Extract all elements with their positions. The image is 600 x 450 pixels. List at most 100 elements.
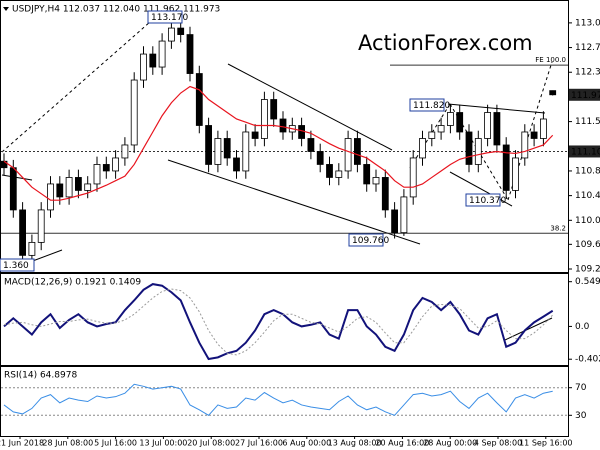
- candle-body: [326, 164, 333, 178]
- candle-body: [37, 209, 45, 243]
- y-tick-label: 112.700: [575, 43, 600, 53]
- panel-title: USDJPY,H4 112.037 112.040 111.962 111.97…: [12, 5, 220, 15]
- trend-line: [227, 63, 393, 151]
- x-tick-label: 5 Jul 16:00: [94, 439, 137, 448]
- candle-body: [186, 34, 194, 74]
- candle-body: [549, 90, 557, 96]
- candle-body: [149, 53, 157, 68]
- candle-body: [75, 177, 82, 191]
- candle-body: [205, 125, 213, 165]
- title-marker: [3, 7, 9, 11]
- x-tick-label: 13 Aug 08:00: [328, 439, 382, 448]
- candle-body: [130, 79, 138, 146]
- candle-body: [270, 99, 278, 120]
- annotation-box: [348, 233, 384, 247]
- trend-line: [449, 171, 513, 207]
- x-tick-label: 21 Jun 2018: [0, 439, 44, 448]
- panel-title: MACD(12,26,9) 0.1921 0.1409: [4, 278, 141, 288]
- candle-body: [195, 73, 203, 126]
- candle-body: [530, 131, 538, 139]
- candle-body: [28, 241, 36, 256]
- y-tick-label: 0.0: [575, 322, 590, 332]
- x-tick-label: 11 Sep 16:00: [519, 439, 572, 448]
- candle-body: [372, 177, 380, 185]
- annotation-box: [147, 10, 183, 24]
- x-tick-label: 28 Aug 00:00: [423, 439, 477, 448]
- candle-body: [353, 138, 361, 165]
- candle-body: [437, 125, 445, 133]
- candle-body: [102, 164, 110, 172]
- candle-body: [335, 170, 343, 178]
- y-tick-label: 112.320: [575, 68, 600, 78]
- trend-line: [1, 174, 33, 181]
- price-marker: [569, 88, 600, 101]
- candle-body: [84, 183, 92, 191]
- candle-body: [540, 118, 547, 139]
- y-tick-label: 110.040: [575, 216, 600, 226]
- candle-body: [167, 27, 175, 42]
- candle-body: [19, 209, 27, 256]
- trend-line: [167, 159, 421, 245]
- candle-body: [400, 196, 408, 234]
- macd-panel: [0, 273, 569, 366]
- candle-body: [456, 112, 464, 133]
- candle-body: [177, 27, 185, 35]
- candle-body: [9, 167, 17, 211]
- candle-body: [93, 164, 101, 185]
- x-tick-label: 27 Jul 16:00: [235, 439, 283, 448]
- candle-body: [484, 112, 492, 139]
- candle-body: [233, 157, 240, 172]
- series-line: [3, 283, 554, 361]
- candle-body: [260, 99, 268, 139]
- candle-body: [316, 151, 324, 165]
- y-tick-label: 30: [575, 411, 587, 421]
- candle-body: [251, 131, 259, 139]
- trend-lines: [1, 21, 553, 341]
- candle-body: [56, 183, 64, 198]
- candle-body: [521, 131, 529, 159]
- annotation: 113.170: [151, 13, 188, 23]
- candle-body: [502, 144, 510, 191]
- candle-body: [344, 138, 352, 172]
- candle-body: [363, 164, 371, 185]
- candle-body: [214, 138, 222, 165]
- candle-body: [391, 209, 399, 234]
- candle-body: [465, 131, 473, 165]
- annotation-box: [465, 193, 501, 207]
- candle-body: [158, 40, 166, 68]
- price-marker: [569, 145, 600, 158]
- trend-line: [1, 21, 151, 153]
- price-panel: [0, 0, 569, 273]
- annotation-box: [0, 258, 35, 272]
- annotation: 110.370: [469, 196, 506, 206]
- candle-body: [279, 118, 287, 133]
- candle-body: [493, 112, 501, 146]
- y-tick-label: 70: [575, 383, 587, 393]
- price-marker-label: 111.100: [571, 147, 600, 157]
- annotation: 111.820: [413, 101, 450, 111]
- y-tick-label: 109.670: [575, 240, 600, 250]
- y-tick-label: 109.290: [575, 265, 600, 275]
- level-label: 38.2: [550, 224, 566, 232]
- y-tick-label: -0.4029: [575, 355, 600, 365]
- level-label: FE 100.0: [535, 56, 566, 64]
- y-tick-label: 110.420: [575, 191, 600, 201]
- candle-body: [47, 183, 54, 211]
- candle-body: [474, 138, 482, 165]
- x-tick-label: 4 Sep 08:00: [474, 439, 522, 448]
- candle-body: [428, 131, 436, 139]
- y-tick-label: 110.800: [575, 166, 600, 176]
- annotation: 1.360: [3, 261, 29, 271]
- x-tick-label: 20 Jul 08:00: [187, 439, 235, 448]
- moving-average: [3, 85, 554, 201]
- annotation-box: [409, 98, 445, 112]
- candle-body: [298, 125, 306, 139]
- candle-body: [223, 138, 231, 159]
- candle-body: [121, 144, 129, 159]
- candle-body: [419, 138, 426, 159]
- x-tick-label: 6 Aug 00:00: [282, 439, 331, 448]
- y-tick-label: 0.5495: [575, 277, 600, 287]
- watermark: ActionForex.com: [358, 31, 533, 55]
- candle-body: [242, 131, 250, 172]
